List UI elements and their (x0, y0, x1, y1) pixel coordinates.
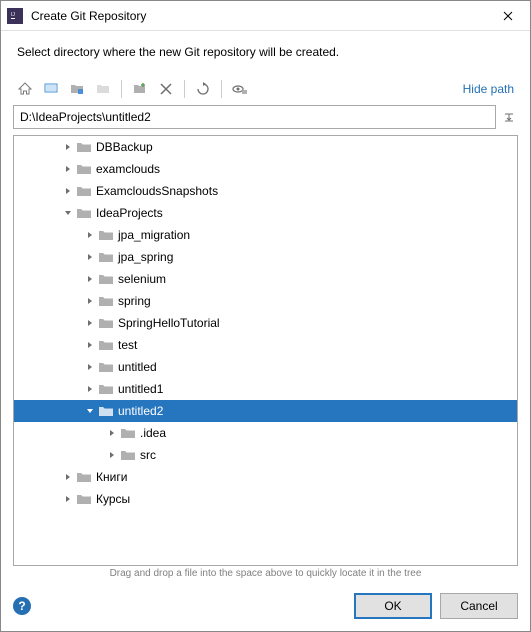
tree-row[interactable]: untitled1 (14, 378, 517, 400)
chevron-right-icon[interactable] (60, 183, 76, 199)
folder-icon (98, 228, 114, 242)
folder-icon (76, 492, 92, 506)
title-bar: IJ Create Git Repository (1, 1, 530, 31)
tree-row[interactable]: spring (14, 290, 517, 312)
ok-button[interactable]: OK (354, 593, 432, 619)
chevron-right-icon[interactable] (82, 293, 98, 309)
tree-item-label: SpringHelloTutorial (118, 316, 220, 330)
folder-icon (120, 426, 136, 440)
tree-row[interactable]: jpa_migration (14, 224, 517, 246)
tree-row[interactable]: untitled2 (14, 400, 517, 422)
chevron-right-icon[interactable] (82, 227, 98, 243)
folder-icon (98, 360, 114, 374)
folder-icon (98, 250, 114, 264)
tree-row[interactable]: jpa_spring (14, 246, 517, 268)
tree-item-label: untitled (118, 360, 157, 374)
tree-item-label: selenium (118, 272, 166, 286)
cancel-button[interactable]: Cancel (440, 593, 518, 619)
show-hidden-icon[interactable] (228, 77, 252, 101)
chevron-right-icon[interactable] (104, 425, 120, 441)
tree-row[interactable]: src (14, 444, 517, 466)
path-input[interactable] (13, 105, 496, 129)
tree-item-label: ExamcloudsSnapshots (96, 184, 218, 198)
tree-item-label: test (118, 338, 137, 352)
tree-item-label: examclouds (96, 162, 160, 176)
chevron-right-icon[interactable] (82, 337, 98, 353)
tree-item-label: Книги (96, 470, 127, 484)
chevron-right-icon[interactable] (60, 139, 76, 155)
dialog-button-row: ? OK Cancel (1, 585, 530, 631)
folder-icon (98, 382, 114, 396)
separator (221, 80, 222, 98)
tree-item-label: IdeaProjects (96, 206, 163, 220)
home-icon[interactable] (13, 77, 37, 101)
tree-row[interactable]: examclouds (14, 158, 517, 180)
tree-row[interactable]: ExamcloudsSnapshots (14, 180, 517, 202)
folder-icon (76, 206, 92, 220)
chevron-right-icon[interactable] (82, 271, 98, 287)
close-button[interactable] (485, 1, 530, 31)
instruction-text: Select directory where the new Git repos… (1, 31, 530, 73)
chevron-right-icon[interactable] (82, 359, 98, 375)
tree-item-label: jpa_spring (118, 250, 173, 264)
tree-row[interactable]: .idea (14, 422, 517, 444)
folder-icon (76, 470, 92, 484)
folder-icon (120, 448, 136, 462)
delete-icon[interactable] (154, 77, 178, 101)
folder-icon (98, 294, 114, 308)
tree-item-label: untitled2 (118, 404, 163, 418)
tree-row[interactable]: SpringHelloTutorial (14, 312, 517, 334)
folder-icon (76, 184, 92, 198)
project-folder-icon[interactable] (65, 77, 89, 101)
tree-row[interactable]: untitled (14, 356, 517, 378)
folder-icon (98, 404, 114, 418)
tree-row[interactable]: selenium (14, 268, 517, 290)
desktop-icon[interactable] (39, 77, 63, 101)
chevron-right-icon[interactable] (60, 161, 76, 177)
chevron-down-icon[interactable] (82, 403, 98, 419)
chevron-right-icon[interactable] (104, 447, 120, 463)
tree-row[interactable]: Книги (14, 466, 517, 488)
chevron-down-icon[interactable] (60, 205, 76, 221)
folder-icon (76, 140, 92, 154)
tree-row[interactable]: IdeaProjects (14, 202, 517, 224)
chevron-right-icon[interactable] (82, 381, 98, 397)
tree-item-label: spring (118, 294, 151, 308)
chevron-right-icon[interactable] (82, 315, 98, 331)
refresh-icon[interactable] (191, 77, 215, 101)
new-folder-icon[interactable] (128, 77, 152, 101)
directory-tree[interactable]: DBBackup examclouds ExamcloudsSnapshots Ide… (13, 135, 518, 566)
tree-row[interactable]: Курсы (14, 488, 517, 510)
tree-item-label: src (140, 448, 156, 462)
path-row (1, 105, 530, 135)
folder-icon (98, 316, 114, 330)
chevron-right-icon[interactable] (82, 249, 98, 265)
window-title: Create Git Repository (31, 9, 485, 23)
tree-item-label: DBBackup (96, 140, 153, 154)
drag-drop-hint: Drag and drop a file into the space abov… (1, 566, 530, 585)
chevron-right-icon[interactable] (60, 469, 76, 485)
folder-icon (98, 338, 114, 352)
tree-row[interactable]: test (14, 334, 517, 356)
tree-item-label: untitled1 (118, 382, 163, 396)
separator (121, 80, 122, 98)
chevron-right-icon[interactable] (60, 491, 76, 507)
module-folder-icon (91, 77, 115, 101)
toolbar: Hide path (1, 73, 530, 105)
tree-row[interactable]: DBBackup (14, 136, 517, 158)
app-icon: IJ (7, 8, 23, 24)
folder-icon (98, 272, 114, 286)
svg-text:IJ: IJ (11, 12, 15, 18)
help-icon[interactable]: ? (13, 597, 31, 615)
hide-path-link[interactable]: Hide path (459, 82, 518, 96)
tree-item-label: Курсы (96, 492, 130, 506)
folder-icon (76, 162, 92, 176)
history-dropdown-icon[interactable] (500, 105, 518, 129)
tree-item-label: .idea (140, 426, 166, 440)
separator (184, 80, 185, 98)
tree-item-label: jpa_migration (118, 228, 190, 242)
